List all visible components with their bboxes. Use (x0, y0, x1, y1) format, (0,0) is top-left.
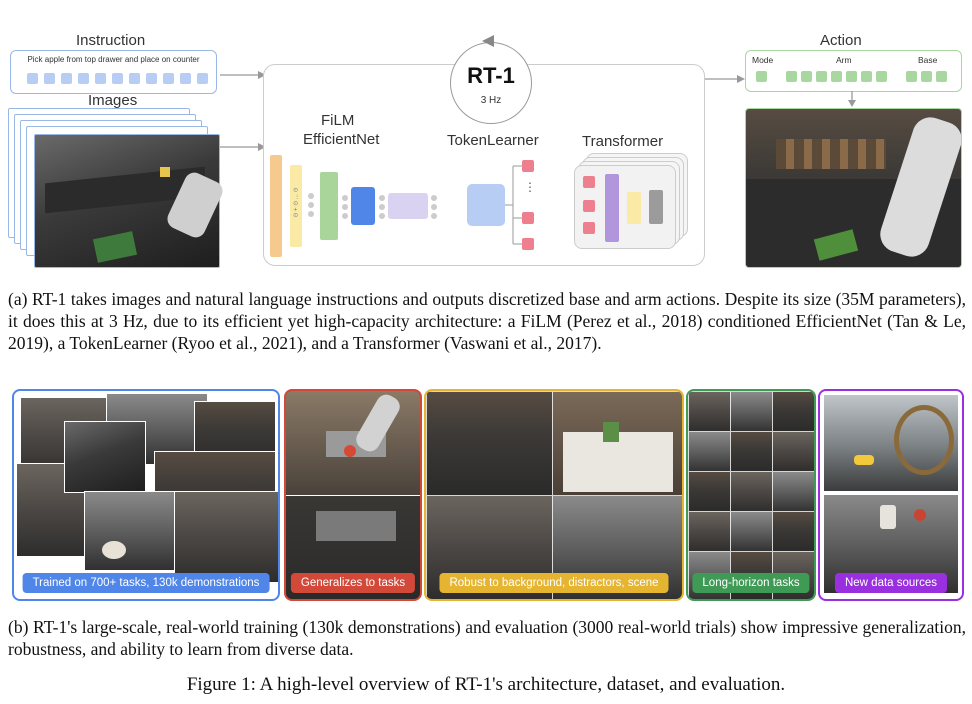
panel-robust-caption: Robust to background, distractors, scene (439, 573, 669, 593)
action-arm-label: Arm (836, 55, 852, 65)
instruction-text: Pick apple from top drawer and place on … (27, 55, 200, 64)
panel-training-caption: Trained on 700+ tasks, 130k demonstratio… (22, 573, 270, 593)
action-heading: Action (820, 32, 862, 49)
film-bar-green (320, 172, 338, 240)
panel-generalizes-caption: Generalizes to tasks (290, 573, 416, 593)
rt1-title: RT-1 (467, 63, 515, 88)
transformer-stack (574, 153, 694, 253)
panel-long-horizon: Long-horizon tasks (686, 389, 816, 601)
film-dots-2 (341, 194, 349, 222)
action-box: Mode Arm Base (745, 50, 962, 92)
film-dots-3 (378, 194, 386, 222)
action-mode-label: Mode (752, 55, 774, 65)
action-tokens (756, 71, 956, 83)
panel-long-horizon-caption: Long-horizon tasks (692, 573, 810, 593)
arrow-action-down (848, 91, 856, 107)
panel-generalizes: Generalizes to tasks (284, 389, 422, 601)
rt1-circle: RT-1 3 Hz (450, 42, 532, 124)
caption-a: (a) RT-1 takes images and natural langua… (8, 289, 966, 353)
token-pink-1 (522, 160, 534, 172)
image-stack (8, 108, 226, 273)
token-ellipsis: ⋮ (524, 180, 536, 194)
arrow-images-to-model (220, 143, 266, 151)
panel-robust: Robust to background, distractors, scene (424, 389, 684, 601)
camera-image (34, 134, 226, 268)
instruction-box: Pick apple from top drawer and place on … (10, 50, 217, 94)
arrow-instruction-to-model (220, 71, 266, 79)
film-bar-orange (270, 155, 282, 257)
tokenlearner-connectors (505, 165, 523, 245)
images-heading: Images (88, 92, 138, 109)
film-label-2: EfficientNet (303, 131, 380, 148)
film-label-1: FiLM (321, 112, 355, 129)
caption-b: (b) RT-1's large-scale, real-world train… (8, 617, 966, 659)
rt1-rate: 3 Hz (480, 95, 502, 106)
transformer-label: Transformer (582, 133, 664, 150)
robot-action-image (745, 108, 962, 268)
token-pink-3 (522, 238, 534, 250)
tokenlearner-block (467, 184, 505, 226)
film-bar-text: ⊙ + ⊙ ... ⊙ (293, 187, 300, 218)
panel-new-data: New data sources (818, 389, 964, 601)
cycle-arrow-icon (482, 35, 494, 47)
panel-new-data-caption: New data sources (834, 573, 948, 593)
instruction-heading: Instruction (76, 32, 146, 49)
figure-caption: Figure 1: A high-level overview of RT-1'… (186, 674, 786, 695)
film-bar-yellow: ⊙ + ⊙ ... ⊙ (290, 165, 302, 247)
token-pink-2 (522, 212, 534, 224)
panel-training: Trained on 700+ tasks, 130k demonstratio… (12, 389, 280, 601)
film-block-lavender (388, 193, 428, 219)
tokenlearner-label: TokenLearner (447, 132, 539, 149)
arrow-model-to-action (705, 75, 745, 83)
action-base-label: Base (918, 55, 938, 65)
film-dots-4 (430, 194, 438, 222)
instruction-tokens (27, 71, 214, 89)
film-block-blue (351, 187, 375, 225)
film-dots-1 (307, 192, 315, 220)
